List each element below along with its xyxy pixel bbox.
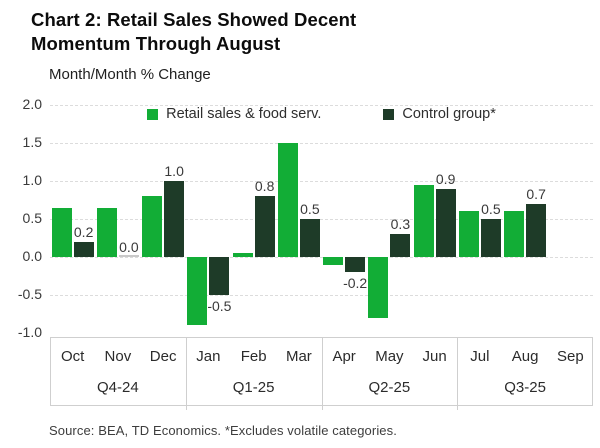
y-tick-label: -0.5 <box>17 286 42 302</box>
bar-control-mar <box>299 219 320 257</box>
quarter-separator <box>185 337 187 410</box>
bar-value-label-may: 0.3 <box>390 216 411 233</box>
bar-retail-dec <box>142 196 163 257</box>
bar-control-nov <box>118 255 139 257</box>
bar-retail-nov <box>96 207 117 257</box>
legend-item-control: Control group* <box>383 106 496 122</box>
month-label-dec: Dec <box>149 348 177 365</box>
y-tick-label: 0.0 <box>22 248 42 264</box>
bar-control-aug <box>526 203 547 257</box>
month-label-nov: Nov <box>104 348 132 365</box>
quarter-separator <box>321 337 323 410</box>
bar-retail-feb <box>232 253 253 257</box>
gridline <box>50 295 593 296</box>
legend-label-control: Control group* <box>402 106 496 122</box>
quarter-separator <box>457 337 459 410</box>
bar-value-label-apr: -0.2 <box>343 275 368 292</box>
bar-value-label-mar: 0.5 <box>300 201 320 217</box>
bar-retail-jun <box>413 184 434 257</box>
y-tick-label: 1.5 <box>22 134 42 150</box>
bar-retail-jul <box>458 211 479 257</box>
bar-control-dec <box>164 181 185 257</box>
quarter-label-q1-25: Q1-25 <box>232 379 275 396</box>
legend: Retail sales & food serv. Control group* <box>50 105 593 123</box>
month-label-sep: Sep <box>557 348 584 365</box>
quarter-label-q4-24: Q4-24 <box>97 379 139 396</box>
bar-retail-apr <box>323 257 344 265</box>
y-axis-unit-label: Month/Month % Change <box>49 66 211 83</box>
bar-control-oct <box>73 241 94 257</box>
bar-value-label-nov: 0.0 <box>119 239 139 255</box>
month-label-apr: Apr <box>332 348 356 365</box>
bar-value-label-jan: -0.5 <box>207 298 232 314</box>
legend-label-retail: Retail sales & food serv. <box>166 106 322 122</box>
month-label-jul: Jul <box>470 348 490 365</box>
y-tick-label: 0.5 <box>22 210 42 226</box>
bar-control-may <box>390 234 411 257</box>
month-label-feb: Feb <box>240 348 267 365</box>
quarter-label-q2-25: Q2-25 <box>368 379 411 396</box>
bar-value-label-feb: 0.8 <box>254 178 275 195</box>
month-label-jun: Jun <box>422 348 447 365</box>
bar-control-jun <box>435 188 456 257</box>
control-series-swatch-icon <box>383 108 395 120</box>
gridline <box>50 181 593 182</box>
month-label-jan: Jan <box>196 348 221 365</box>
bar-control-apr <box>345 257 366 273</box>
gridline <box>50 219 593 220</box>
bar-retail-jan <box>187 257 208 326</box>
bar-retail-may <box>368 257 389 318</box>
chart-title: Chart 2: Retail Sales Showed Decent Mome… <box>31 9 357 55</box>
gridline <box>50 143 593 144</box>
bar-control-jul <box>480 219 501 257</box>
y-tick-label: 2.0 <box>22 96 42 112</box>
gridline <box>50 257 593 258</box>
bar-retail-oct <box>51 207 72 257</box>
source-note: Source: BEA, TD Economics. *Excludes vol… <box>49 423 397 438</box>
y-tick-label: 1.0 <box>22 172 42 188</box>
retail-series-swatch-icon <box>147 108 159 120</box>
bar-control-feb <box>254 196 275 257</box>
bar-retail-aug <box>504 211 525 257</box>
bar-value-label-jul: 0.5 <box>481 201 501 217</box>
bar-control-jan <box>209 257 230 295</box>
y-tick-label: -1.0 <box>17 324 42 340</box>
quarter-label-q3-25: Q3-25 <box>504 379 546 396</box>
legend-item-retail: Retail sales & food serv. <box>147 106 321 122</box>
month-label-oct: Oct <box>60 348 85 365</box>
gridline <box>50 105 593 106</box>
bar-value-label-dec: 1.0 <box>164 163 184 179</box>
month-label-mar: Mar <box>285 348 312 365</box>
month-label-aug: Aug <box>511 348 539 365</box>
bar-value-label-jun: 0.9 <box>435 170 456 187</box>
bar-retail-mar <box>277 143 298 257</box>
bar-value-label-aug: 0.7 <box>526 185 546 202</box>
month-label-may: May <box>375 348 404 365</box>
bar-value-label-oct: 0.2 <box>73 223 94 240</box>
